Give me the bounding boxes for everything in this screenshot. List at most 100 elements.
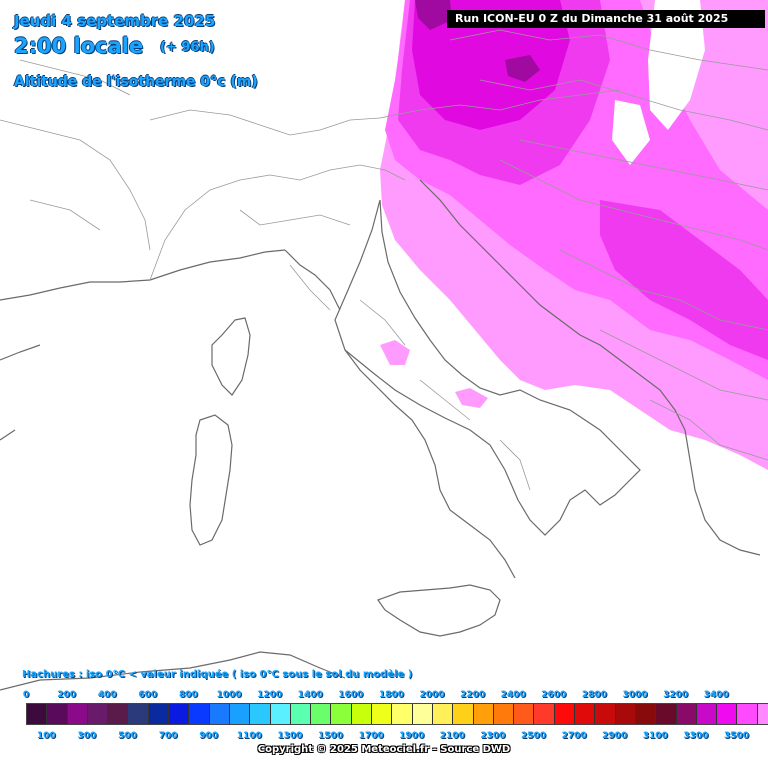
legend-bottom-tick: 700 xyxy=(158,731,178,741)
legend-top-tick: 3200 xyxy=(663,690,689,700)
forecast-time: 2:00 locale xyxy=(14,34,144,58)
border-balkans xyxy=(499,159,768,461)
border-swiss xyxy=(149,109,381,136)
legend-swatch xyxy=(656,704,677,724)
legend-top-tick: 2200 xyxy=(460,690,486,700)
zone-white-gap xyxy=(612,0,705,165)
borders xyxy=(0,29,768,491)
legend-swatch xyxy=(696,704,718,724)
legend-swatch xyxy=(514,704,535,724)
legend-bottom-tick: 2100 xyxy=(439,731,465,741)
border-austria xyxy=(379,89,621,119)
legend-bottom-tick: 2300 xyxy=(480,731,506,741)
legend-bottom-tick: 3500 xyxy=(723,731,750,741)
legend-bottom-tick: 1300 xyxy=(277,731,303,741)
legend-bottom-tick: 2900 xyxy=(602,731,628,741)
legend-bottom-tick: 3300 xyxy=(683,731,709,741)
run-info-box: Run ICON-EU 0 Z du Dimanche 31 août 2025 xyxy=(447,10,765,28)
corsica xyxy=(211,317,251,396)
italy-coastline xyxy=(334,199,641,536)
legend-bottom-tick: 900 xyxy=(199,731,219,741)
sardinia xyxy=(189,414,233,546)
zone-magenta-east xyxy=(600,200,768,360)
legend-swatch xyxy=(473,704,494,724)
legend-swatch xyxy=(67,704,88,724)
legend-top-tick: 1200 xyxy=(257,690,283,700)
legend-swatch xyxy=(595,704,616,724)
legend-bottom-tick: 3100 xyxy=(642,731,668,741)
legend-swatch xyxy=(311,704,332,724)
legend-swatch xyxy=(229,704,251,724)
legend-top-tick: 1000 xyxy=(216,690,242,700)
legend-top-tick: 2600 xyxy=(541,690,567,700)
legend-swatch xyxy=(209,704,230,724)
legend-swatch xyxy=(372,704,393,724)
legend-top-tick: 0 xyxy=(22,690,30,700)
legend-swatch xyxy=(453,704,474,724)
legend-bottom-tick: 1700 xyxy=(358,731,384,741)
adriatic-east-coast xyxy=(419,179,686,431)
legend-bottom-tick: 2700 xyxy=(561,731,587,741)
border-central-europe xyxy=(449,29,768,191)
forecast-offset: (+ 96h) xyxy=(160,40,215,55)
legend-swatch xyxy=(575,704,596,724)
border-alps xyxy=(149,164,406,281)
coastlines xyxy=(0,179,761,691)
legend-swatch xyxy=(331,704,352,724)
legend-top-tick: 400 xyxy=(97,690,117,700)
zone-deep-magenta xyxy=(412,0,570,130)
legend-swatch xyxy=(757,704,768,724)
legend-top-tick: 3400 xyxy=(703,690,729,700)
north-africa-coast xyxy=(0,651,346,691)
legend-top-tick: 3000 xyxy=(622,690,648,700)
legend-swatch xyxy=(412,704,433,724)
legend-top-tick: 800 xyxy=(178,690,198,700)
legend-top-tick: 1800 xyxy=(378,690,404,700)
legend-swatch xyxy=(128,704,149,724)
legend-bottom-tick: 1500 xyxy=(317,731,344,741)
legend-swatch xyxy=(635,704,657,724)
legend-swatch xyxy=(87,704,109,724)
zone-south-italy xyxy=(455,388,488,408)
ligurian-coast xyxy=(149,249,286,281)
legend-swatch xyxy=(351,704,373,724)
spain-coast xyxy=(0,344,41,441)
legend-swatch xyxy=(148,704,170,724)
legend-swatch xyxy=(554,704,576,724)
legend-swatch xyxy=(615,704,636,724)
greece-west-coast xyxy=(684,429,761,556)
legend-top-tick: 600 xyxy=(138,690,158,700)
zone-dark-purple xyxy=(415,0,540,82)
legend-swatch xyxy=(493,704,515,724)
legend-swatch xyxy=(108,704,129,724)
legend-bottom-tick: 2500 xyxy=(520,731,547,741)
border-france-interior xyxy=(0,59,151,251)
legend-bottom-tick: 1100 xyxy=(236,731,262,741)
forecast-date: Jeudi 4 septembre 2025 xyxy=(14,12,216,30)
legend-bottom-tick: 500 xyxy=(118,731,137,741)
legend-top-tick: 2800 xyxy=(581,690,607,700)
legend-swatch xyxy=(250,704,271,724)
legend-top-tick: 1400 xyxy=(297,690,323,700)
legend-bottom-tick: 300 xyxy=(77,731,97,741)
sicily xyxy=(377,584,501,637)
legend-top-tick: 2400 xyxy=(500,690,526,700)
legend-swatch xyxy=(676,704,697,724)
hatch-note: Hachures : iso 0°C < valeur indiquée ( i… xyxy=(22,669,413,680)
legend-swatch xyxy=(290,704,312,724)
legend-bottom-tick: 1900 xyxy=(399,731,425,741)
freezing-level-field xyxy=(380,0,768,470)
legend-swatch xyxy=(737,704,758,724)
legend-swatch xyxy=(47,704,68,724)
legend-top-tick: 2000 xyxy=(419,690,445,700)
legend-swatch xyxy=(717,704,738,724)
parameter-title: Altitude de l'isotherme 0°c (m) xyxy=(14,74,258,90)
border-italy-regions xyxy=(239,209,531,491)
zone-central-italy xyxy=(380,340,410,365)
legend-swatch xyxy=(27,704,48,724)
legend-top-tick: 200 xyxy=(57,690,76,700)
italy-west-coast xyxy=(284,249,516,579)
legend-top-tick: 1600 xyxy=(338,690,364,700)
france-coast xyxy=(0,279,151,301)
